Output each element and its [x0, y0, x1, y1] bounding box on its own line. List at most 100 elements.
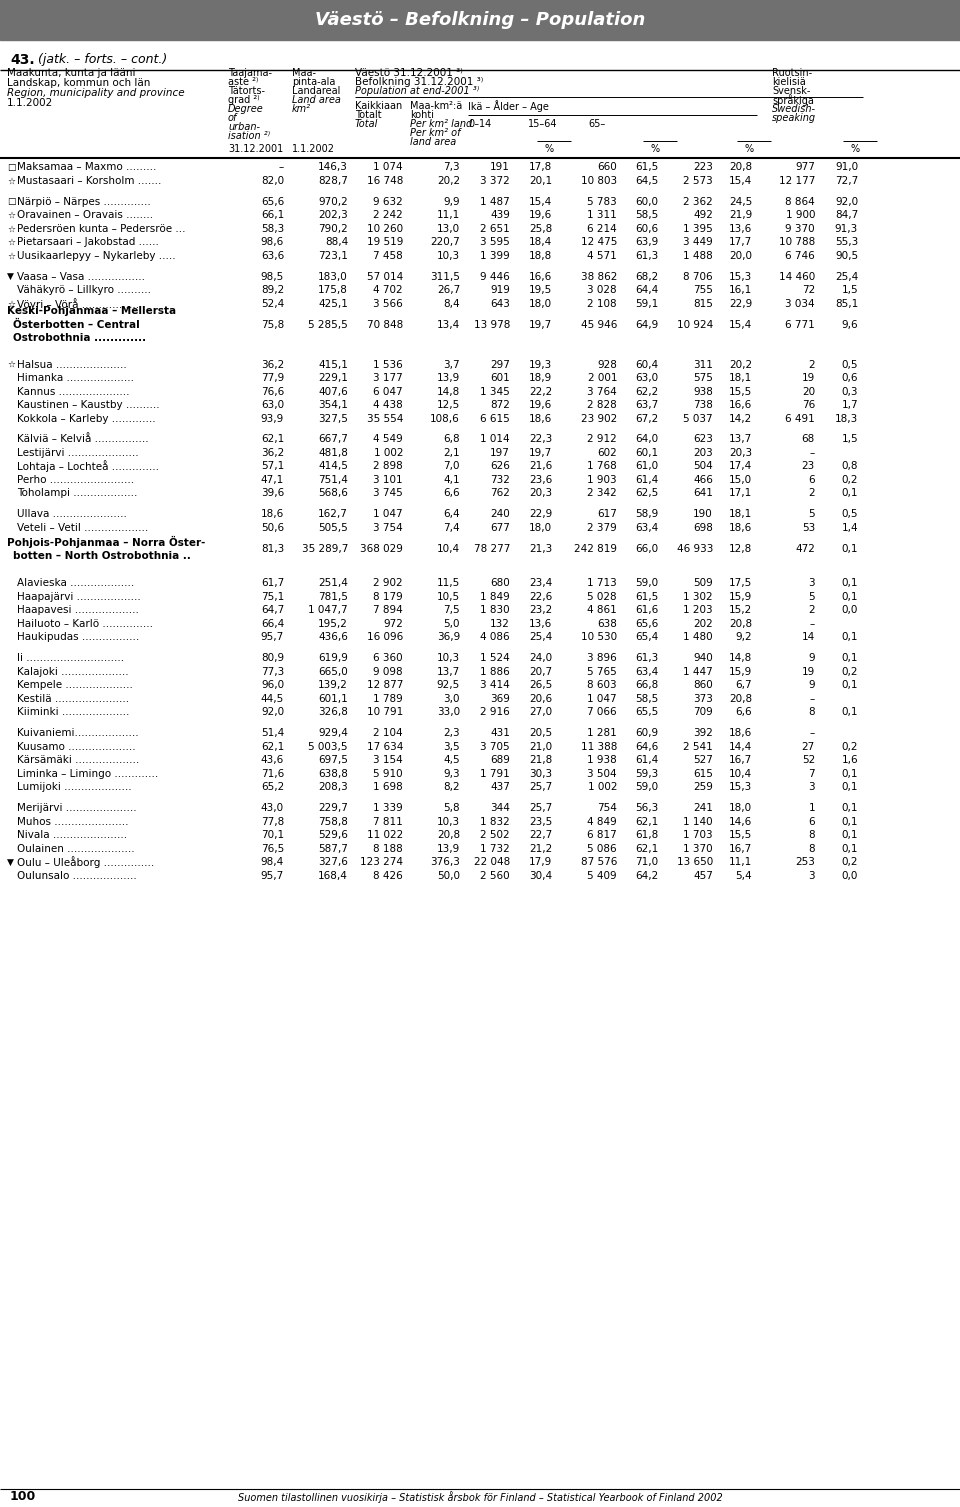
Text: 4 438: 4 438	[373, 399, 403, 410]
Text: 14: 14	[802, 633, 815, 642]
Text: 6 214: 6 214	[588, 225, 617, 234]
Text: Lohtaja – Lochteå ..............: Lohtaja – Lochteå ..............	[17, 461, 159, 472]
Text: 78 277: 78 277	[473, 544, 510, 555]
Text: 61,8: 61,8	[635, 830, 658, 839]
Text: 425,1: 425,1	[318, 298, 348, 309]
Text: Pohjois-Pohjanmaa – Norra Öster-: Pohjois-Pohjanmaa – Norra Öster-	[7, 536, 205, 549]
Text: 1,6: 1,6	[841, 755, 858, 766]
Text: 5 003,5: 5 003,5	[308, 741, 348, 752]
Text: 1 938: 1 938	[588, 755, 617, 766]
Text: Uusikaarlepyy – Nykarleby .....: Uusikaarlepyy – Nykarleby .....	[17, 250, 176, 261]
Text: 4 086: 4 086	[480, 633, 510, 642]
Text: 75,1: 75,1	[261, 592, 284, 601]
Text: 0,2: 0,2	[842, 666, 858, 677]
Text: 0,0: 0,0	[842, 871, 858, 880]
Text: 12 877: 12 877	[367, 680, 403, 690]
Text: 14 460: 14 460	[779, 271, 815, 282]
Text: 89,2: 89,2	[261, 285, 284, 295]
Text: 16,6: 16,6	[529, 271, 552, 282]
Text: 638: 638	[597, 619, 617, 628]
Text: 376,3: 376,3	[430, 857, 460, 867]
Text: Maa-km²:ä: Maa-km²:ä	[410, 101, 463, 112]
Text: 751,4: 751,4	[318, 475, 348, 485]
Text: 2: 2	[808, 360, 815, 369]
Text: 677: 677	[491, 523, 510, 533]
Text: urban-: urban-	[228, 122, 260, 133]
Text: 63,0: 63,0	[261, 399, 284, 410]
Text: 680: 680	[491, 579, 510, 588]
Text: 2 912: 2 912	[588, 434, 617, 445]
Text: 2 651: 2 651	[480, 225, 510, 234]
Text: 8 188: 8 188	[373, 844, 403, 853]
Text: 10 260: 10 260	[367, 225, 403, 234]
Text: 2 541: 2 541	[684, 741, 713, 752]
Text: Kaustinen – Kaustby ..........: Kaustinen – Kaustby ..........	[17, 399, 159, 410]
Text: 60,0: 60,0	[635, 197, 658, 206]
Text: 20,0: 20,0	[729, 250, 752, 261]
Text: 98,4: 98,4	[261, 857, 284, 867]
Text: 0,1: 0,1	[842, 769, 858, 779]
Text: Vöyri – Vörå .................: Vöyri – Vörå .................	[17, 298, 139, 310]
Text: 13,7: 13,7	[437, 666, 460, 677]
Text: Muhos ......................: Muhos ......................	[17, 817, 129, 826]
Text: 36,9: 36,9	[437, 633, 460, 642]
Text: Land area: Land area	[292, 95, 341, 105]
Text: 626: 626	[491, 461, 510, 472]
Text: 19: 19	[802, 374, 815, 383]
Text: 13,7: 13,7	[729, 434, 752, 445]
Text: 18,0: 18,0	[529, 523, 552, 533]
Text: 21,3: 21,3	[529, 544, 552, 555]
Text: 64,6: 64,6	[635, 741, 658, 752]
Text: Närpiö – Närpes ..............: Närpiö – Närpes ..............	[17, 197, 151, 206]
Text: 15,4: 15,4	[729, 176, 752, 185]
Text: ▼: ▼	[7, 857, 13, 867]
Text: 3 154: 3 154	[373, 755, 403, 766]
Text: 0,2: 0,2	[842, 857, 858, 867]
Text: 790,2: 790,2	[319, 225, 348, 234]
Text: Alavieska ...................: Alavieska ...................	[17, 579, 134, 588]
Text: 5,8: 5,8	[444, 803, 460, 812]
Text: 0,1: 0,1	[842, 830, 858, 839]
Text: 10 788: 10 788	[779, 238, 815, 247]
Text: 3 101: 3 101	[373, 475, 403, 485]
Text: Per km² land: Per km² land	[410, 119, 472, 130]
Text: 1 002: 1 002	[373, 448, 403, 458]
Text: 240: 240	[491, 509, 510, 520]
Text: 123 274: 123 274	[360, 857, 403, 867]
Text: isation ²⁾: isation ²⁾	[228, 131, 270, 142]
Text: □: □	[7, 197, 15, 206]
Text: Kälviä – Kelviå ................: Kälviä – Kelviå ................	[17, 434, 149, 445]
Text: –: –	[278, 163, 284, 172]
Text: Ullava ......................: Ullava ......................	[17, 509, 127, 520]
Text: 6 817: 6 817	[588, 830, 617, 839]
Text: 10,3: 10,3	[437, 653, 460, 663]
Text: 190: 190	[693, 509, 713, 520]
Text: 108,6: 108,6	[430, 413, 460, 423]
Text: 344: 344	[491, 803, 510, 812]
Text: 311: 311	[693, 360, 713, 369]
Text: 25,4: 25,4	[835, 271, 858, 282]
Text: 6,4: 6,4	[444, 509, 460, 520]
Text: ☆: ☆	[7, 360, 15, 369]
Text: 326,8: 326,8	[318, 707, 348, 717]
Text: 1 832: 1 832	[480, 817, 510, 826]
Text: 354,1: 354,1	[318, 399, 348, 410]
Text: 20,8: 20,8	[437, 830, 460, 839]
Text: 1 399: 1 399	[480, 250, 510, 261]
Text: Befolkning 31.12.2001 ³⁾: Befolkning 31.12.2001 ³⁾	[355, 77, 483, 87]
Text: 15,4: 15,4	[729, 319, 752, 330]
Text: Himanka ....................: Himanka ....................	[17, 374, 134, 383]
Text: 58,5: 58,5	[635, 211, 658, 220]
Text: Landareal: Landareal	[292, 86, 341, 96]
Text: 62,1: 62,1	[261, 434, 284, 445]
Text: 61,5: 61,5	[635, 592, 658, 601]
Text: 139,2: 139,2	[318, 680, 348, 690]
Text: 253: 253	[795, 857, 815, 867]
Text: ☆: ☆	[7, 225, 15, 234]
Text: 60,1: 60,1	[635, 448, 658, 458]
Text: 1 830: 1 830	[480, 606, 510, 615]
Text: 43.: 43.	[10, 53, 35, 66]
Text: 11,1: 11,1	[437, 211, 460, 220]
Text: 64,5: 64,5	[635, 176, 658, 185]
Text: 2,1: 2,1	[444, 448, 460, 458]
